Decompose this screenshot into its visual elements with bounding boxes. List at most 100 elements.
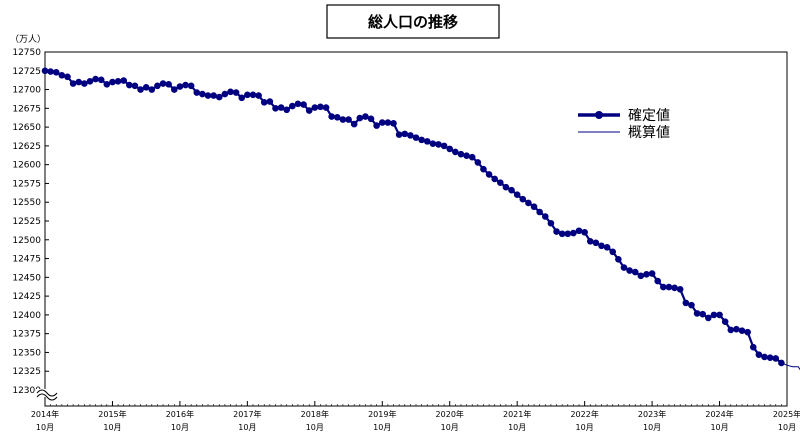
data-point-confirmed <box>615 256 622 263</box>
y-tick-label: 12400 <box>12 311 41 321</box>
data-point-confirmed <box>581 228 588 236</box>
y-tick-label: 12300 <box>12 386 41 396</box>
data-point-confirmed <box>457 150 465 158</box>
data-point-confirmed <box>232 89 240 96</box>
series-line-confirmed <box>44 69 783 364</box>
data-point-confirmed <box>671 284 678 292</box>
y-tick-label: 12650 <box>12 123 41 133</box>
data-point-confirmed <box>474 159 482 166</box>
data-point-confirmed <box>187 82 195 90</box>
data-point-confirmed <box>755 351 763 359</box>
data-point-confirmed <box>688 301 695 309</box>
data-point-confirmed <box>103 81 111 88</box>
x-tick-year-label: 2024年 <box>705 409 733 419</box>
data-point-confirmed <box>255 92 262 99</box>
x-tick-month-label: 10月 <box>576 423 594 432</box>
data-point-confirmed <box>682 299 690 307</box>
data-point-confirmed <box>317 103 324 111</box>
y-tick-label: 12350 <box>12 348 41 358</box>
x-tick-year-label: 2018年 <box>301 409 329 419</box>
x-tick-month-label: 10月 <box>103 423 121 432</box>
x-tick-month-label: 10月 <box>643 423 661 432</box>
x-tick-year-label: 2021年 <box>503 409 531 419</box>
data-point-confirmed <box>423 138 431 145</box>
data-point-confirmed <box>401 130 409 138</box>
data-point-confirmed <box>277 104 285 111</box>
y-tick-label: 12450 <box>12 273 41 283</box>
data-point-confirmed <box>592 239 600 247</box>
data-point-confirmed <box>126 81 133 89</box>
data-point-confirmed <box>733 325 740 333</box>
data-point-confirmed <box>47 68 54 75</box>
data-point-confirmed <box>429 140 437 147</box>
data-point-confirmed <box>407 132 414 139</box>
x-axis: 2014年 10月 2015年 10月 2016年 10月 2017年 10月 2018年 10月… <box>31 401 800 432</box>
data-point-confirmed <box>210 92 217 99</box>
y-tick-label: 12525 <box>12 217 41 227</box>
data-point-confirmed <box>395 131 403 138</box>
data-point-confirmed <box>766 354 774 362</box>
data-point-confirmed <box>64 73 71 81</box>
x-tick-year-label: 2014年 <box>31 409 59 419</box>
data-point-confirmed <box>637 272 645 280</box>
data-point-confirmed <box>744 328 751 336</box>
data-point-confirmed <box>603 243 611 251</box>
y-tick-label: 12575 <box>12 179 41 189</box>
y-tick-label: 12675 <box>12 104 41 114</box>
data-point-confirmed <box>328 113 335 120</box>
x-tick-month-label: 10月 <box>508 423 526 432</box>
data-point-confirmed <box>676 286 684 293</box>
data-point-confirmed <box>435 141 442 148</box>
y-tick-label: 12700 <box>12 86 41 96</box>
data-point-confirmed <box>176 83 184 90</box>
data-point-confirmed <box>356 114 364 122</box>
data-point-confirmed <box>109 78 116 86</box>
data-point-confirmed <box>721 318 729 325</box>
data-point-confirmed <box>513 191 521 199</box>
x-tick-year-label: 2025年 <box>773 409 800 419</box>
data-point-confirmed <box>97 76 105 84</box>
data-point-confirmed <box>412 134 420 141</box>
x-tick-month-label: 10月 <box>778 423 796 432</box>
data-point-confirmed <box>283 106 291 114</box>
y-axis: 12300 12325 12350 12375 12400 12425 12450 12475… <box>12 48 49 396</box>
data-point-confirmed <box>294 100 302 108</box>
data-point-confirmed <box>52 68 60 76</box>
data-point-confirmed <box>654 277 662 285</box>
data-point-confirmed <box>41 67 49 75</box>
x-tick-year-label: 2016年 <box>166 409 194 419</box>
data-point-confirmed <box>350 120 358 128</box>
data-point-confirmed <box>536 208 543 216</box>
data-point-confirmed <box>199 90 206 98</box>
data-point-confirmed <box>182 81 189 89</box>
x-tick-month-label: 10月 <box>238 423 256 432</box>
data-point-confirmed <box>660 283 667 291</box>
data-point-confirmed <box>553 228 560 235</box>
data-point-confirmed <box>345 116 352 123</box>
data-point-confirmed <box>491 175 499 183</box>
series-line-estimate <box>781 362 800 371</box>
y-tick-label: 12500 <box>12 236 41 246</box>
data-point-confirmed <box>142 84 150 91</box>
axis-break-symbol <box>36 389 58 401</box>
data-point-confirmed <box>215 93 223 101</box>
data-point-confirmed <box>170 86 178 93</box>
x-tick-year-label: 2015年 <box>98 409 126 419</box>
data-point-confirmed <box>778 359 785 367</box>
x-tick-month-label: 10月 <box>36 423 54 432</box>
data-point-confirmed <box>468 153 476 161</box>
data-point-confirmed <box>541 213 549 220</box>
legend: 確定値 概算値 <box>578 108 670 141</box>
data-point-confirmed <box>193 89 201 96</box>
data-point-confirmed <box>289 102 296 110</box>
data-point-confirmed <box>204 92 212 99</box>
data-point-confirmed <box>547 219 555 227</box>
chart-title: 総人口の推移 <box>368 13 458 31</box>
data-point-confirmed <box>148 86 156 93</box>
title-box <box>326 4 500 39</box>
data-point-confirmed <box>570 229 577 237</box>
x-tick-month-label: 10月 <box>373 423 391 432</box>
y-tick-label: 12750 <box>12 48 41 58</box>
